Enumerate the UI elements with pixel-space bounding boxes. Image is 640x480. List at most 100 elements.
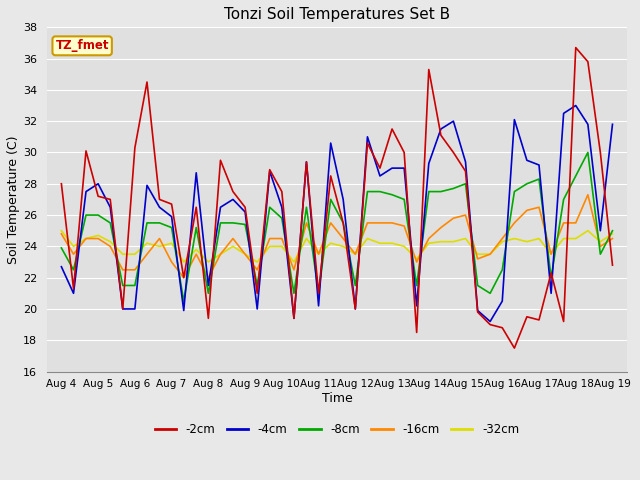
-2cm	[82, 148, 90, 154]
-2cm	[131, 145, 139, 151]
-32cm	[535, 236, 543, 241]
-4cm	[70, 290, 77, 296]
-8cm	[486, 290, 494, 296]
-4cm	[180, 308, 188, 313]
-8cm	[327, 196, 335, 202]
-32cm	[119, 252, 127, 257]
-4cm	[364, 134, 371, 140]
-4cm	[241, 209, 249, 215]
-2cm	[205, 315, 212, 321]
-2cm	[168, 201, 175, 207]
-32cm	[572, 236, 580, 241]
-2cm	[523, 314, 531, 320]
-32cm	[560, 236, 568, 241]
-4cm	[303, 159, 310, 165]
-2cm	[253, 290, 261, 296]
-16cm	[82, 236, 90, 241]
-8cm	[241, 222, 249, 228]
-16cm	[216, 252, 224, 257]
-16cm	[535, 204, 543, 210]
-8cm	[535, 176, 543, 182]
-8cm	[143, 220, 151, 226]
-2cm	[596, 150, 604, 156]
-32cm	[327, 240, 335, 246]
Legend: -2cm, -4cm, -8cm, -16cm, -32cm: -2cm, -4cm, -8cm, -16cm, -32cm	[150, 419, 524, 441]
-8cm	[401, 196, 408, 202]
-8cm	[560, 196, 568, 202]
Y-axis label: Soil Temperature (C): Soil Temperature (C)	[7, 135, 20, 264]
-8cm	[205, 290, 212, 296]
-16cm	[253, 267, 261, 273]
-4cm	[205, 283, 212, 288]
-8cm	[94, 212, 102, 218]
-8cm	[351, 283, 359, 288]
-16cm	[560, 220, 568, 226]
-32cm	[290, 259, 298, 265]
-8cm	[511, 189, 518, 194]
-4cm	[143, 182, 151, 188]
Line: -4cm: -4cm	[61, 106, 612, 322]
-8cm	[253, 283, 261, 288]
-16cm	[229, 236, 237, 241]
-4cm	[584, 121, 592, 127]
-8cm	[229, 220, 237, 226]
-32cm	[253, 259, 261, 265]
Line: -32cm: -32cm	[61, 231, 612, 262]
-2cm	[119, 306, 127, 312]
-16cm	[461, 212, 469, 218]
-32cm	[437, 239, 445, 244]
-2cm	[425, 67, 433, 72]
-8cm	[131, 283, 139, 288]
-16cm	[339, 236, 347, 241]
-2cm	[156, 196, 163, 202]
-32cm	[401, 243, 408, 249]
-16cm	[241, 252, 249, 257]
-16cm	[388, 220, 396, 226]
-16cm	[94, 236, 102, 241]
-2cm	[327, 173, 335, 179]
-32cm	[499, 239, 506, 244]
-2cm	[303, 159, 310, 165]
-4cm	[168, 214, 175, 219]
-8cm	[106, 220, 114, 226]
-16cm	[315, 252, 323, 257]
-8cm	[596, 252, 604, 257]
-4cm	[351, 306, 359, 312]
-32cm	[474, 252, 481, 257]
-32cm	[523, 239, 531, 244]
-8cm	[572, 173, 580, 179]
-2cm	[376, 165, 384, 171]
-16cm	[474, 256, 481, 262]
-32cm	[229, 243, 237, 249]
-2cm	[229, 189, 237, 194]
-16cm	[266, 236, 273, 241]
-2cm	[401, 150, 408, 156]
-8cm	[364, 189, 371, 194]
-16cm	[401, 223, 408, 229]
-32cm	[70, 243, 77, 249]
Text: TZ_fmet: TZ_fmet	[56, 39, 109, 52]
-8cm	[339, 220, 347, 226]
-8cm	[547, 275, 555, 280]
-2cm	[388, 126, 396, 132]
-16cm	[156, 236, 163, 241]
-8cm	[216, 220, 224, 226]
-32cm	[193, 247, 200, 252]
-8cm	[266, 204, 273, 210]
-32cm	[584, 228, 592, 234]
-2cm	[106, 196, 114, 202]
-2cm	[560, 319, 568, 324]
-16cm	[437, 225, 445, 230]
-4cm	[131, 306, 139, 312]
-4cm	[315, 303, 323, 309]
-16cm	[523, 207, 531, 213]
-2cm	[266, 167, 273, 173]
-4cm	[278, 204, 285, 210]
-16cm	[547, 252, 555, 257]
-2cm	[315, 290, 323, 296]
-2cm	[241, 204, 249, 210]
-4cm	[58, 264, 65, 270]
-2cm	[216, 157, 224, 163]
-4cm	[266, 168, 273, 174]
-4cm	[290, 315, 298, 321]
